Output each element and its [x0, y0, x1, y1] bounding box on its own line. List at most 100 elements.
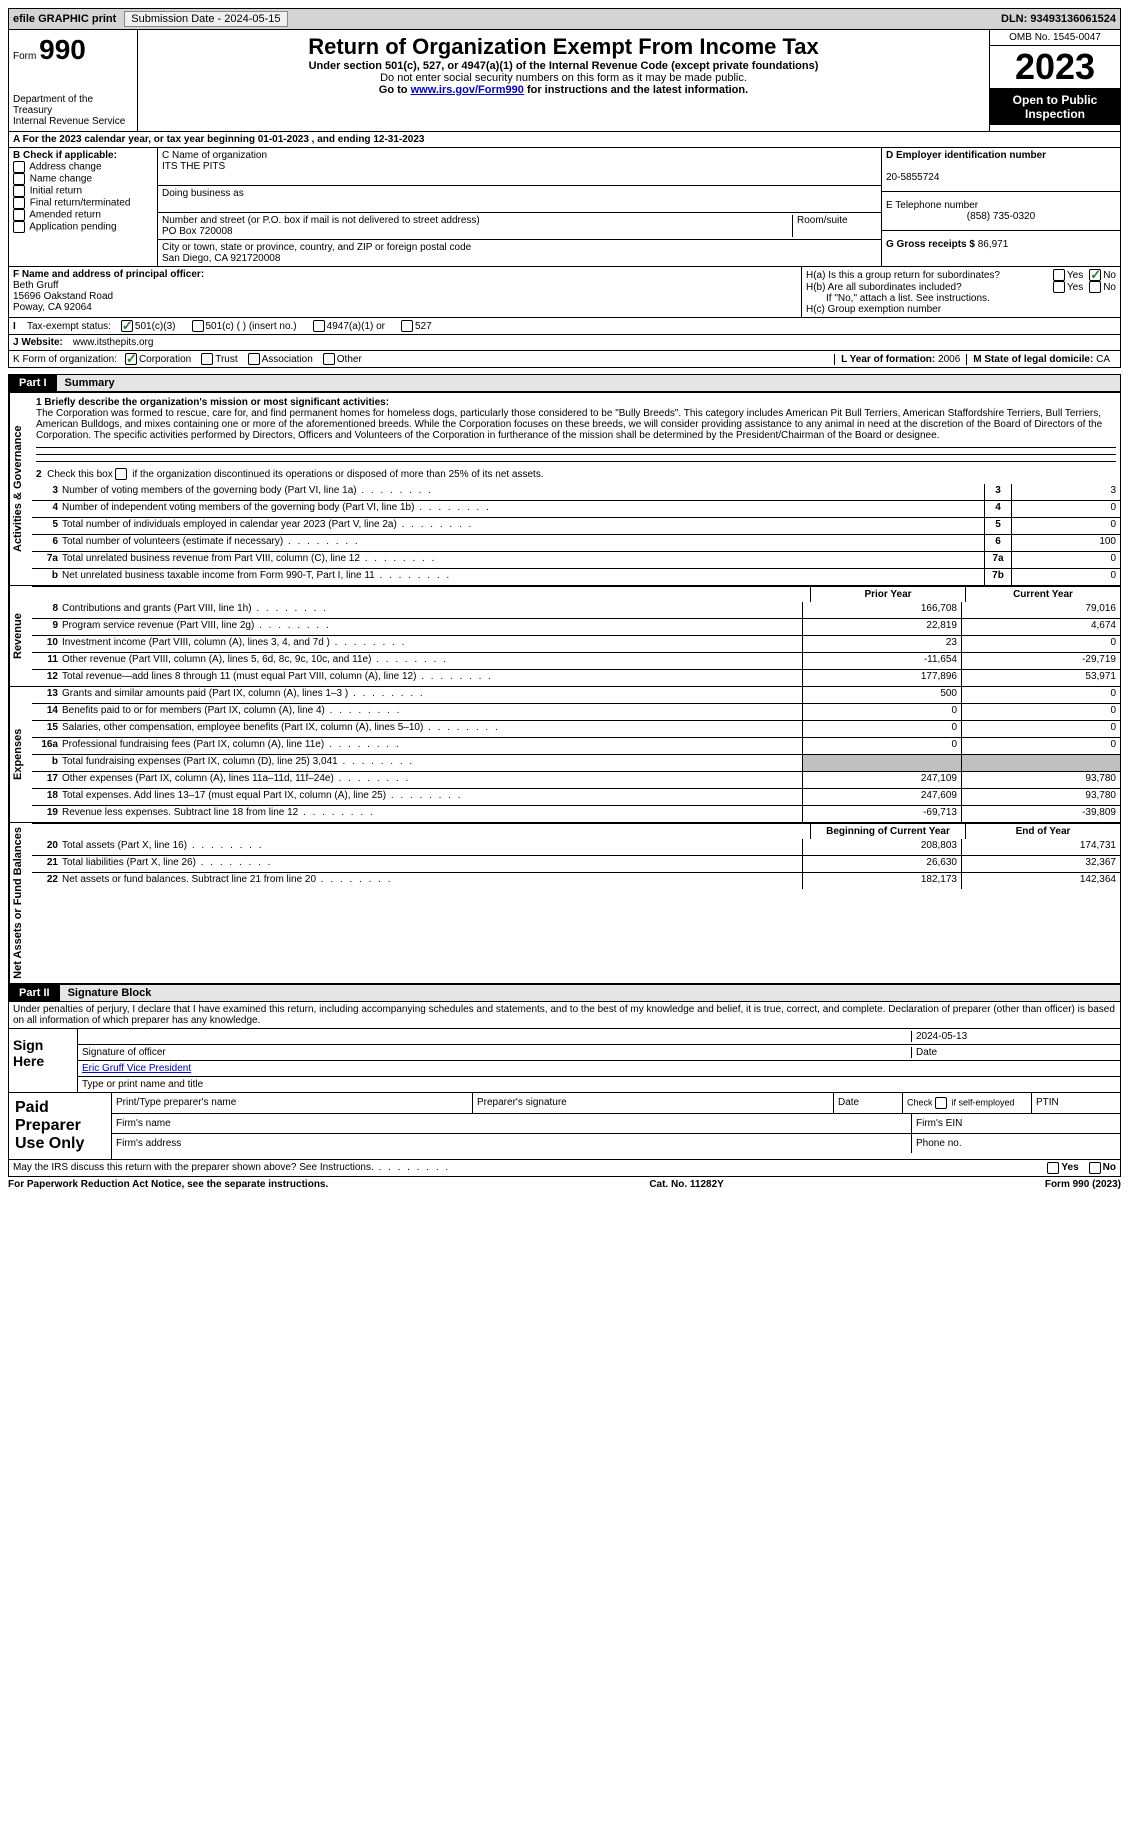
summary-line: 12Total revenue—add lines 8 through 11 (… [32, 669, 1120, 686]
part1-title: Summary [57, 375, 1120, 391]
officer-addr2: Poway, CA 92064 [13, 302, 92, 313]
website-row: J Website: www.itsthepits.org [8, 335, 1121, 351]
officer-addr1: 15696 Oakstand Road [13, 291, 113, 302]
exp-vert-label: Expenses [9, 687, 32, 822]
final-return-checkbox[interactable] [13, 197, 25, 209]
footer-center: Cat. No. 11282Y [649, 1179, 723, 1190]
self-emp-label: Check if self-employed [903, 1093, 1032, 1113]
summary-line: 4Number of independent voting members of… [32, 500, 1120, 517]
declaration: Under penalties of perjury, I declare th… [8, 1002, 1121, 1029]
phone-label: E Telephone number [886, 200, 978, 211]
open-to-public: Open to Public Inspection [990, 89, 1120, 125]
irs-link[interactable]: www.irs.gov/Form990 [411, 84, 524, 96]
527-checkbox[interactable] [401, 320, 413, 332]
line2: 2 Check this box if the organization dis… [36, 469, 544, 480]
sig-date-val: 2024-05-13 [911, 1031, 1116, 1042]
info-grid: B Check if applicable: Address change Na… [8, 148, 1121, 267]
assoc-checkbox[interactable] [248, 353, 260, 365]
summary-line: 20Total assets (Part X, line 16)208,8031… [32, 839, 1120, 855]
summary-line: 19Revenue less expenses. Subtract line 1… [32, 805, 1120, 822]
firm-name-label: Firm's name [112, 1114, 912, 1133]
summary-line: 16aProfessional fundraising fees (Part I… [32, 737, 1120, 754]
block-b-label: B Check if applicable: [13, 150, 117, 161]
discontinued-checkbox[interactable] [115, 468, 127, 480]
net-vert-label: Net Assets or Fund Balances [9, 823, 32, 983]
submission-date: Submission Date - 2024-05-15 [124, 11, 287, 27]
part2-header: Part II Signature Block [8, 984, 1121, 1002]
begin-year-header: Beginning of Current Year [810, 824, 965, 839]
hc-label: H(c) Group exemption number [806, 304, 1116, 315]
summary-line: 14Benefits paid to or for members (Part … [32, 703, 1120, 720]
prep-sig-label: Preparer's signature [473, 1093, 834, 1113]
footer: For Paperwork Reduction Act Notice, see … [8, 1179, 1121, 1190]
hb-label: H(b) Are all subordinates included? [806, 282, 1053, 293]
net-section: Net Assets or Fund Balances Beginning of… [8, 823, 1121, 984]
website-val: www.itsthepits.org [73, 337, 154, 348]
dln: DLN: 93493136061524 [1001, 13, 1116, 25]
officer-name-link[interactable]: Eric Gruff Vice President [82, 1063, 191, 1074]
end-year-header: End of Year [965, 824, 1120, 839]
sign-here-label: Sign Here [9, 1029, 77, 1092]
ha-yes-checkbox[interactable] [1053, 269, 1065, 281]
top-bar: efile GRAPHIC print Submission Date - 20… [8, 8, 1121, 30]
summary-line: bNet unrelated business taxable income f… [32, 568, 1120, 585]
initial-return-checkbox[interactable] [13, 185, 25, 197]
amended-return-checkbox[interactable] [13, 209, 25, 221]
firm-ein-label: Firm's EIN [912, 1114, 1120, 1133]
self-emp-checkbox[interactable] [935, 1097, 947, 1109]
form-title: Return of Organization Exempt From Incom… [142, 34, 985, 60]
summary-line: 18Total expenses. Add lines 13–17 (must … [32, 788, 1120, 805]
summary-line: 10Investment income (Part VIII, column (… [32, 635, 1120, 652]
form-header: Form 990 Department of the Treasury Inte… [8, 30, 1121, 132]
discuss-yes-checkbox[interactable] [1047, 1162, 1059, 1174]
subtitle-2: Do not enter social security numbers on … [142, 72, 985, 84]
hb-no-checkbox[interactable] [1089, 281, 1101, 293]
corp-checkbox[interactable] [125, 353, 137, 365]
year-formation: 2006 [938, 354, 960, 365]
footer-left: For Paperwork Reduction Act Notice, see … [8, 1179, 328, 1190]
form-label: Form [13, 51, 36, 62]
501c-checkbox[interactable] [192, 320, 204, 332]
summary-line: 8Contributions and grants (Part VIII, li… [32, 602, 1120, 618]
current-year-header: Current Year [965, 587, 1120, 602]
sig-officer-label: Signature of officer [82, 1047, 911, 1058]
officer-label: F Name and address of principal officer: [13, 269, 204, 280]
addr: PO Box 720008 [162, 226, 233, 237]
firm-addr-label: Firm's address [112, 1134, 912, 1153]
tax-status-row: I Tax-exempt status: 501(c)(3) 501(c) ( … [8, 318, 1121, 335]
trust-checkbox[interactable] [201, 353, 213, 365]
summary-line: 22Net assets or fund balances. Subtract … [32, 872, 1120, 889]
gross-label: G Gross receipts $ [886, 239, 975, 250]
4947-checkbox[interactable] [313, 320, 325, 332]
other-checkbox[interactable] [323, 353, 335, 365]
efile-label: efile GRAPHIC print [13, 13, 116, 25]
summary-line: bTotal fundraising expenses (Part IX, co… [32, 754, 1120, 771]
ein: 20-5855724 [886, 172, 939, 183]
dept-label: Department of the Treasury Internal Reve… [13, 94, 133, 127]
hb-yes-checkbox[interactable] [1053, 281, 1065, 293]
city-label: City or town, state or province, country… [162, 242, 471, 253]
ein-label: D Employer identification number [886, 150, 1046, 161]
addr-change-checkbox[interactable] [13, 161, 25, 173]
mission-text: The Corporation was formed to rescue, ca… [36, 408, 1102, 441]
type-name-label: Type or print name and title [78, 1076, 1120, 1092]
summary-line: 6Total number of volunteers (estimate if… [32, 534, 1120, 551]
summary-line: 17Other expenses (Part IX, column (A), l… [32, 771, 1120, 788]
paid-label: Paid Preparer Use Only [9, 1093, 111, 1159]
sign-here-block: Sign Here 2024-05-13 Signature of office… [8, 1029, 1121, 1093]
officer-name: Beth Gruff [13, 280, 58, 291]
summary-line: 3Number of voting members of the governi… [32, 484, 1120, 500]
org-name-label: C Name of organization [162, 150, 267, 161]
korg-label: K Form of organization: [13, 354, 117, 365]
app-pending-checkbox[interactable] [13, 221, 25, 233]
discuss-no-checkbox[interactable] [1089, 1162, 1101, 1174]
name-change-checkbox[interactable] [13, 173, 25, 185]
ha-no-checkbox[interactable] [1089, 269, 1101, 281]
goto-pre: Go to [379, 84, 411, 96]
summary-line: 13Grants and similar amounts paid (Part … [32, 687, 1120, 703]
dba-label: Doing business as [162, 188, 244, 199]
korg-row: K Form of organization: Corporation Trus… [8, 351, 1121, 368]
subtitle-1: Under section 501(c), 527, or 4947(a)(1)… [142, 60, 985, 72]
omb-number: OMB No. 1545-0047 [990, 30, 1120, 46]
501c3-checkbox[interactable] [121, 320, 133, 332]
